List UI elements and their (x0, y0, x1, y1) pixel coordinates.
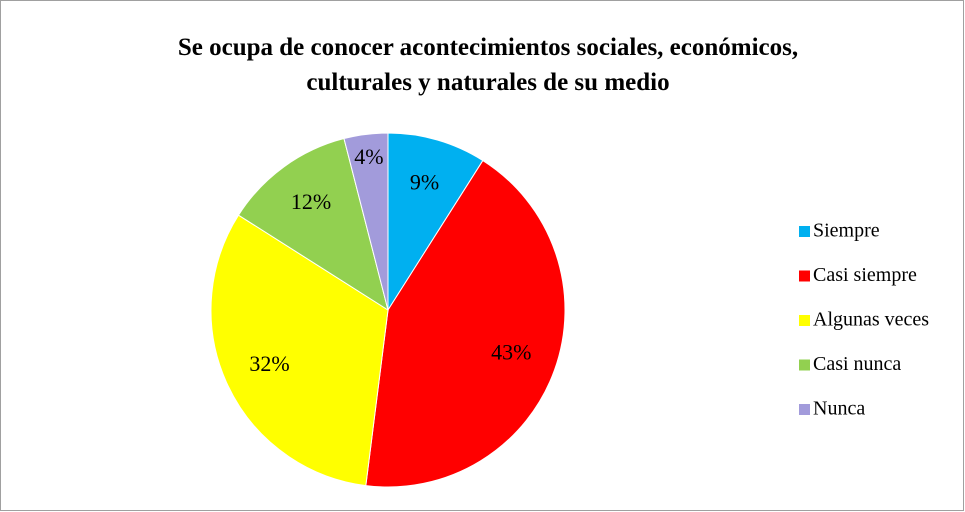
legend-swatch (799, 404, 810, 415)
pie-slice (343, 132, 389, 311)
pie-slice (387, 132, 484, 312)
legend-swatch (799, 359, 810, 371)
pie-slice (365, 159, 566, 488)
pie-slice (237, 137, 389, 312)
legend-swatch (799, 270, 810, 282)
data-label: 4% (354, 144, 383, 169)
pie-slice (210, 214, 389, 487)
data-label: 43% (491, 339, 531, 364)
legend-label: Siempre (813, 220, 880, 242)
chart-title: Se ocupa de conocer acontecimientos soci… (177, 34, 799, 96)
legend-label: Casi nunca (813, 353, 901, 375)
legend-label: Casi siempre (813, 264, 917, 286)
data-label: 12% (291, 189, 331, 214)
data-label: 32% (249, 351, 289, 376)
legend-label: Nunca (813, 398, 865, 420)
legend-swatch (799, 226, 810, 237)
legend-swatch (799, 315, 810, 326)
legend-label: Algunas veces (813, 309, 929, 331)
data-label: 9% (410, 169, 439, 194)
